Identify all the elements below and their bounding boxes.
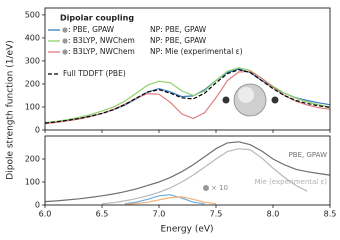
cluster-icon — [203, 185, 209, 191]
y-tick-label: 500 — [25, 10, 40, 19]
y-tick-label: 200 — [25, 79, 40, 88]
x-tick-label: 8.5 — [324, 210, 337, 219]
x-tick-label: 7.0 — [153, 210, 166, 219]
y-tick-label: 200 — [25, 155, 40, 164]
series-line — [44, 67, 331, 124]
legend-np-label: NP: Mie (experimental ε) — [150, 47, 243, 56]
series-line — [101, 148, 308, 205]
legend-label: : B3LYP, NWChem — [68, 47, 135, 56]
cluster-icon — [62, 27, 68, 33]
x-tick-label: 7.5 — [210, 210, 223, 219]
series-line — [44, 69, 331, 124]
x-axis-label: Energy (eV) — [160, 225, 213, 235]
nanoparticle-inset — [222, 83, 279, 117]
legend: : PBE, GPAW NP: PBE, GPAW : B3LYP, NWChem N… — [48, 25, 243, 78]
y-tick-label: 300 — [25, 56, 40, 65]
series-annotation: PBE, GPAW — [289, 151, 328, 159]
y-tick-label: 100 — [25, 178, 40, 187]
series-line — [44, 141, 331, 203]
series-line — [124, 194, 205, 205]
legend-np-label: NP: PBE, GPAW — [150, 36, 207, 45]
cluster-icon — [62, 38, 68, 44]
legend-np-label: NP: PBE, GPAW — [150, 25, 207, 34]
y-tick-label: 0 — [35, 201, 40, 210]
series-line — [124, 196, 217, 205]
y-axis-label: Dipole strength function (1/eV) — [6, 40, 16, 179]
x-tick-label: 8.0 — [267, 210, 280, 219]
cluster-icon — [62, 49, 68, 55]
legend-title: Dipolar coupling — [60, 14, 134, 23]
scale-annotation: × 10 — [211, 184, 228, 192]
y-tick-label: 400 — [25, 33, 40, 42]
plot-frame — [44, 7, 331, 131]
y-tick-label: 100 — [25, 102, 40, 111]
series-annotation: Mie (experimental ε) — [255, 178, 328, 186]
x-tick-label: 6.5 — [96, 210, 109, 219]
legend-label: : B3LYP, NWChem — [68, 36, 135, 45]
y-tick-label: 0 — [35, 126, 40, 135]
plot-frame — [44, 135, 331, 206]
legend-label: : PBE, GPAW — [68, 25, 115, 34]
x-tick-label: 6.0 — [39, 210, 52, 219]
legend-label: Full TDDFT (PBE) — [63, 69, 126, 78]
